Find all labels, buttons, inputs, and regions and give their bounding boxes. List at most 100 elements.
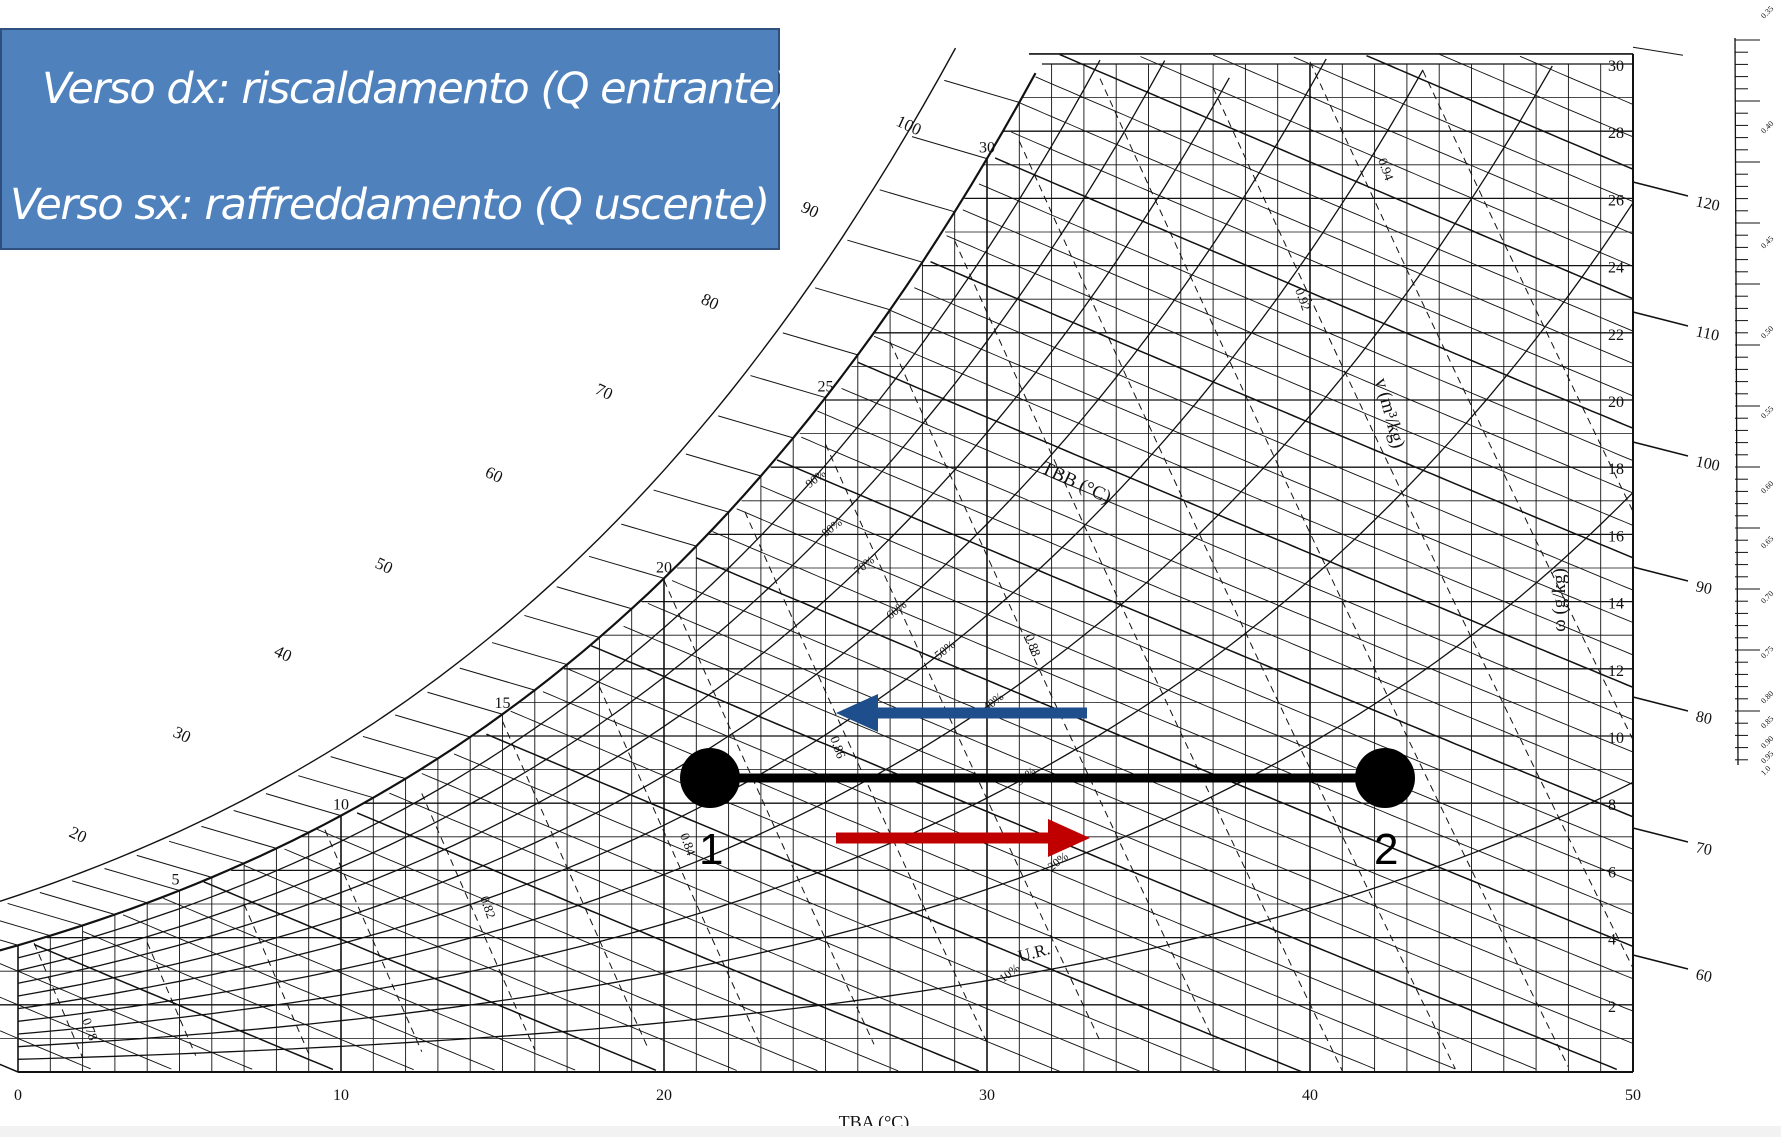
x-tick-label: 40	[1302, 1087, 1318, 1104]
enthalpy-line	[82, 930, 414, 1071]
enthalpy-scale-tick	[491, 642, 568, 666]
right-scale-label: 0.95	[1759, 749, 1775, 765]
right-scale-label: 0.80	[1759, 689, 1775, 705]
omega-tick-label: 14	[1608, 596, 1624, 613]
omega-tick-label: 22	[1608, 327, 1624, 344]
enthalpy-left-label: 100	[893, 111, 924, 139]
process-overlay: 1 2	[680, 694, 1415, 874]
enthalpy-line	[122, 914, 495, 1071]
enthalpy-left-label: 20	[66, 822, 89, 846]
omega-tick-label: 8	[1608, 797, 1616, 814]
enthalpy-scale-tick	[621, 523, 697, 547]
enthalpy-scale-tick	[330, 756, 406, 780]
bottom-strip	[0, 1126, 1781, 1137]
enthalpy-line	[801, 436, 1634, 785]
enthalpy-left-label: 30	[170, 722, 193, 746]
right-scale-label: 0.55	[1759, 404, 1775, 420]
specific-volume-label: 0.82	[477, 894, 499, 921]
right-scale-axis	[1734, 37, 1739, 766]
rh-curve	[17, 59, 1101, 959]
x-tick-label: 0	[14, 1087, 22, 1104]
specific-volume-line	[663, 580, 875, 1045]
enthalpy-line	[356, 812, 980, 1072]
enthalpy-scale-tick	[847, 239, 923, 263]
enthalpy-scale-tick	[265, 793, 342, 817]
right-scale-label: 0.85	[1759, 714, 1775, 730]
enthalpy-line	[0, 1030, 91, 1070]
enthalpy-scale-tick	[298, 775, 374, 799]
enthalpy-line	[542, 691, 1456, 1070]
right-scale-label: 0.45	[1759, 234, 1775, 250]
enthalpy-right-tick	[1632, 181, 1689, 197]
enthalpy-scale-border	[0, 47, 957, 902]
enthalpy-scale-tick	[814, 287, 891, 311]
enthalpy-line	[1212, 54, 1634, 235]
ur-label: U.R.	[1016, 939, 1052, 966]
enthalpy-line	[1519, 55, 1634, 105]
enthalpy-scale-tick	[944, 79, 1020, 103]
right-scale-label: 0.50	[1759, 324, 1775, 340]
right-scale-label: 0.70	[1759, 589, 1775, 605]
chart-grid	[0, 37, 1760, 1073]
omega-tick-label: 16	[1608, 528, 1624, 545]
enthalpy-scale-tick	[911, 136, 988, 160]
enthalpy-line	[1140, 56, 1634, 267]
enthalpy-right-label: 60	[1694, 966, 1713, 986]
cooling-arrow	[836, 694, 1087, 732]
enthalpy-line	[1439, 53, 1634, 138]
enthalpy-line	[1019, 102, 1634, 364]
rh-curve	[17, 65, 1553, 1022]
omega-tick-label: 2	[1608, 999, 1616, 1016]
enthalpy-scale-tick	[168, 840, 245, 864]
enthalpy-line	[1366, 55, 1634, 170]
enthalpy-scale-tick	[7, 902, 83, 926]
heating-cooling-callout: Verso dx: riscaldamento (Q entrante) Ver…	[0, 28, 790, 250]
enthalpy-scale-tick	[201, 825, 277, 849]
enthalpy-scale-tick	[72, 880, 148, 904]
specific-volume-line	[1099, 78, 1569, 1068]
specific-volume-label: 0.92	[1292, 286, 1314, 313]
omega-tick-label: 6	[1608, 864, 1616, 881]
rh-curve	[17, 77, 1230, 984]
omega-tick-label: 4	[1608, 932, 1616, 949]
state-point-1-label: 1	[699, 825, 723, 874]
enthalpy-line	[889, 309, 1634, 623]
enthalpy-left-label: 60	[482, 462, 505, 486]
omega-label: ω (g/kg)	[1549, 568, 1570, 632]
right-scale-label: 0.35	[1759, 4, 1775, 20]
enthalpy-left-label: 40	[271, 641, 294, 665]
enthalpy-right-label: 110	[1694, 323, 1720, 344]
enthalpy-scale-tick	[362, 735, 439, 759]
enthalpy-line	[163, 897, 576, 1071]
specific-volume-line	[889, 341, 1214, 1040]
enthalpy-left-label: 50	[372, 553, 395, 577]
enthalpy-scale-tick	[524, 614, 600, 638]
x-tick-label: 50	[1625, 1087, 1641, 1104]
enthalpy-scale-tick	[718, 415, 794, 439]
callout-heating-text: Verso dx: riscaldamento (Q entrante)	[42, 64, 790, 114]
specific-volume-line	[146, 942, 197, 1056]
enthalpy-scale-tick	[0, 939, 19, 946]
enthalpy-line	[647, 602, 1634, 1012]
enthalpy-line	[994, 157, 1634, 429]
enthalpy-line	[736, 508, 1634, 883]
specific-volume-label: 0.86	[827, 734, 849, 761]
enthalpy-right-tick	[1632, 954, 1689, 970]
rh-curve	[17, 58, 1327, 997]
enthalpy-scale-tick	[395, 714, 471, 738]
enthalpy-scale-tick	[0, 920, 51, 937]
enthalpy-line	[712, 531, 1634, 915]
x-tick-label: 10	[333, 1087, 349, 1104]
specific-volume-line	[33, 942, 84, 1058]
enthalpy-line	[0, 1063, 19, 1073]
specific-volume-line	[825, 443, 1101, 1042]
omega-tick	[1632, 46, 1684, 56]
rh-curve	[17, 781, 1634, 1060]
enthalpy-right-tick	[1632, 827, 1689, 843]
enthalpy-right-tick	[1632, 441, 1689, 457]
right-scale-label: 0.75	[1759, 644, 1775, 660]
enthalpy-right-tick	[1632, 566, 1689, 582]
rh-curve	[17, 492, 1634, 1048]
specific-volume-line	[598, 686, 762, 1047]
